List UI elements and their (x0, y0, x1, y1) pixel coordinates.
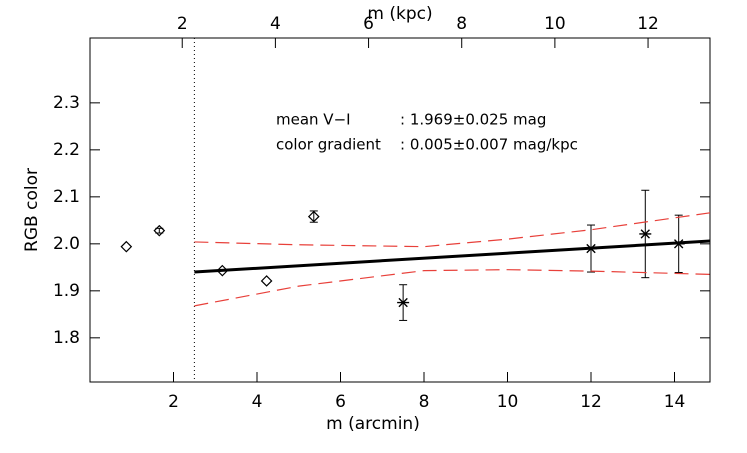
x-axis-title: m (arcmin) (326, 414, 420, 434)
x-tick-label: 14 (664, 392, 686, 412)
y-tick-label: 2.0 (53, 234, 80, 254)
x2-tick-label: 6 (363, 14, 374, 34)
y-tick-label: 2.3 (53, 93, 80, 113)
y-tick-label: 2.2 (53, 140, 80, 160)
y-axis-title: RGB color (22, 168, 42, 252)
plot-frame (89, 37, 711, 383)
y-tick-label: 1.9 (53, 281, 80, 301)
diamond-point (153, 224, 166, 237)
asterisk-point (397, 297, 410, 308)
x-tick-label: 12 (580, 392, 602, 412)
x2-tick-label: 2 (177, 14, 188, 34)
x-tick-label: 2 (168, 392, 179, 412)
x2-tick-label: 12 (637, 14, 659, 34)
x-tick-label: 6 (335, 392, 346, 412)
x2-axis-title: m (kpc) (367, 4, 432, 24)
x-tick-label: 10 (497, 392, 519, 412)
diamond-point (260, 275, 273, 287)
x-tick-label: 8 (419, 392, 430, 412)
annotation: : 0.005±0.007 mag/kpc (400, 136, 578, 154)
asterisk-point (639, 229, 652, 239)
annotation: : 1.969±0.025 mag (400, 111, 546, 129)
diamond-point (307, 210, 320, 223)
confidence-band (194, 269, 711, 307)
diamond-point (120, 240, 133, 253)
x2-tick-label: 10 (544, 14, 566, 34)
x2-tick-label: 8 (456, 14, 467, 34)
fit-line (194, 239, 711, 274)
annotation: color gradient (276, 136, 381, 154)
x-tick-label: 4 (252, 392, 263, 412)
annotation: mean V−I (276, 111, 351, 129)
x2-tick-label: 4 (270, 14, 281, 34)
confidence-band (194, 212, 711, 248)
y-tick-label: 1.8 (53, 328, 80, 348)
y-tick-label: 2.1 (53, 187, 80, 207)
